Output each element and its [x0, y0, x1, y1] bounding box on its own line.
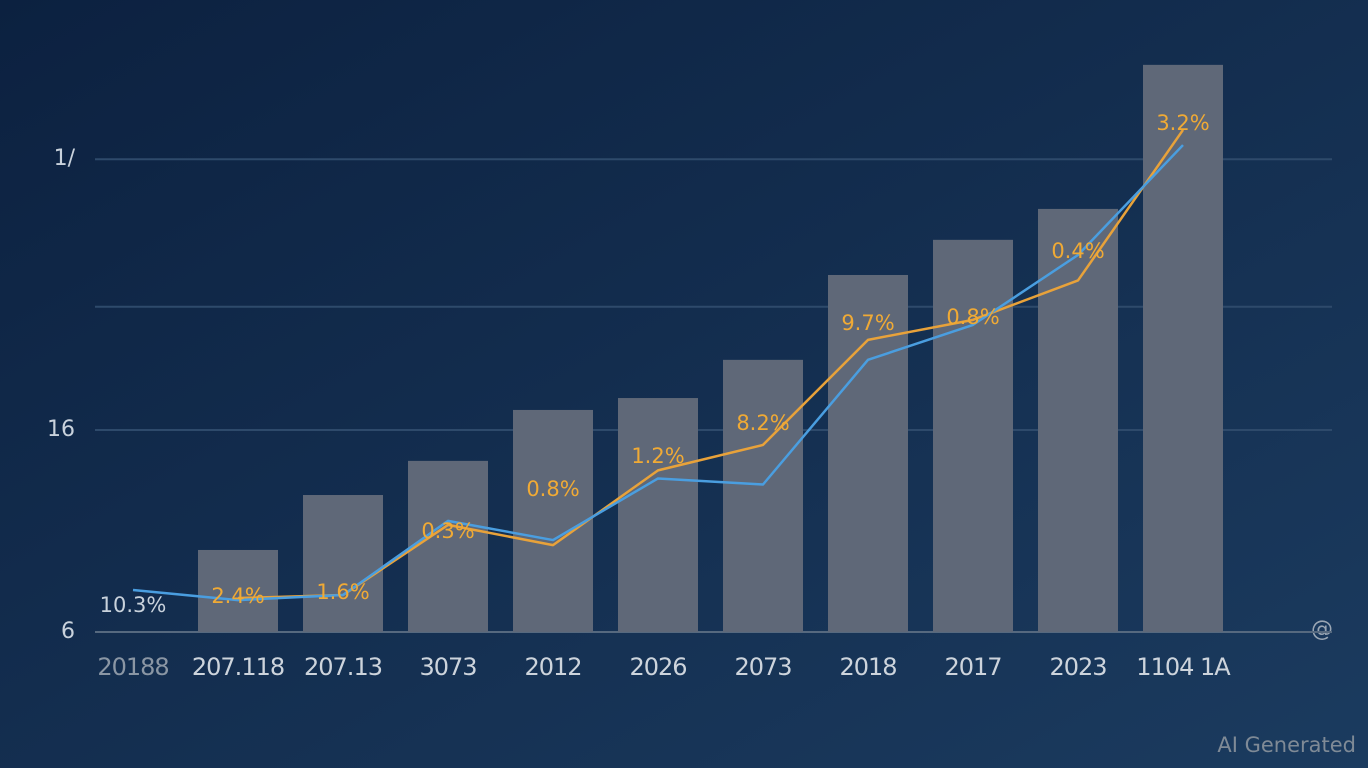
y-tick-label: 1/	[54, 146, 76, 171]
y-tick-label: 16	[47, 417, 75, 442]
x-tick-label: 207.13	[304, 653, 382, 681]
data-label: 1.6%	[316, 580, 369, 604]
x-tick-label: 2073	[734, 653, 791, 681]
data-label: 0.4%	[1051, 239, 1104, 263]
x-tick-label: 2026	[629, 653, 686, 681]
bar	[933, 239, 1013, 632]
x-tick-label: 1104 1A	[1136, 653, 1231, 681]
line	[237, 129, 1185, 600]
data-label: 9.7%	[841, 311, 894, 335]
x-tick-label: 3073	[419, 653, 476, 681]
bar	[198, 549, 278, 632]
y-tick-label: 6	[61, 619, 75, 644]
x-tick-label: 2018	[839, 653, 896, 681]
data-label: 8.2%	[736, 411, 789, 435]
line	[132, 144, 1184, 602]
x-tick-label: 2017	[944, 653, 1001, 681]
bar	[618, 398, 698, 632]
bar	[408, 460, 488, 632]
data-label: 3.2%	[1156, 111, 1209, 135]
watermark: AI Generated	[1217, 733, 1356, 757]
x-tick-label: 2023	[1049, 653, 1106, 681]
bar	[1143, 64, 1223, 633]
data-label: 10.3%	[100, 593, 167, 617]
data-label: 1.2%	[631, 444, 684, 468]
bar	[513, 409, 593, 632]
data-label: 0.8%	[526, 477, 579, 501]
data-label: 0.8%	[946, 305, 999, 329]
x-tick-label: 207.118	[192, 653, 284, 681]
data-label: 0.3%	[421, 519, 474, 543]
x-tick-label: 2012	[524, 653, 581, 681]
x-tick-label: 20188	[97, 653, 168, 681]
corner-mark: @	[1311, 617, 1333, 642]
bar	[723, 359, 803, 632]
bar	[303, 495, 383, 632]
data-label: 2.4%	[211, 584, 264, 608]
